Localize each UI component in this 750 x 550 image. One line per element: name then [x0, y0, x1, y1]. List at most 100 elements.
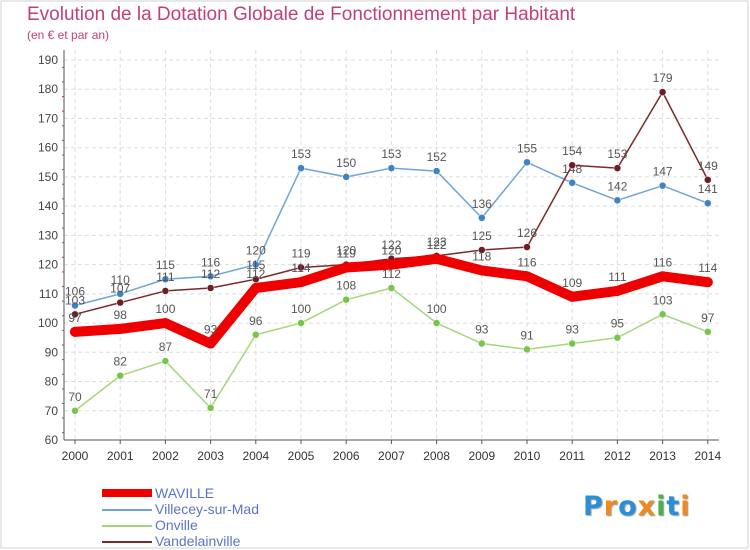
series-villecey-sur-mad: 1061101151161201531501531521361551481421… — [65, 141, 718, 310]
data-label: 70 — [68, 390, 82, 404]
data-label: 116 — [201, 255, 220, 269]
data-point — [478, 339, 486, 348]
data-point — [431, 253, 442, 264]
data-point — [252, 275, 260, 283]
data-point — [567, 291, 578, 302]
data-label: 116 — [653, 255, 672, 269]
data-point — [478, 246, 486, 254]
data-label: 153 — [291, 147, 311, 161]
data-label: 114 — [698, 261, 717, 275]
data-label: 106 — [65, 285, 85, 299]
data-point — [612, 285, 623, 296]
data-label: 109 — [562, 276, 582, 290]
data-point — [522, 271, 532, 282]
data-point — [704, 176, 712, 184]
legend-swatch-onville — [102, 525, 152, 527]
data-point — [115, 323, 126, 334]
data-label: 112 — [201, 267, 220, 281]
data-point — [658, 310, 667, 319]
legend-swatch-vandelainville — [102, 541, 152, 543]
logo-letter: P — [583, 491, 604, 522]
y-tick-label: 60 — [45, 433, 59, 447]
data-point — [568, 179, 576, 187]
data-label: 153 — [607, 147, 627, 161]
data-label: 125 — [472, 229, 492, 243]
legend-item-onville: Onville — [102, 517, 402, 533]
data-point — [432, 167, 441, 175]
x-tick-label: 2004 — [242, 449, 269, 463]
data-point — [387, 284, 396, 292]
data-label: 126 — [517, 226, 537, 240]
legend-swatch-villecey-sur-mad — [102, 509, 152, 511]
x-tick-label: 2009 — [468, 449, 495, 463]
data-point — [386, 259, 397, 270]
x-tick-label: 2014 — [694, 449, 721, 463]
data-label: 71 — [204, 387, 218, 401]
data-label: 123 — [427, 235, 447, 249]
data-point — [341, 262, 352, 273]
y-tick-label: 70 — [45, 404, 59, 418]
data-label: 115 — [246, 258, 265, 272]
data-point — [116, 371, 124, 380]
y-tick-label: 190 — [38, 53, 58, 67]
chart-title: Evolution de la Dotation Globale de Fonc… — [27, 4, 576, 25]
data-point — [161, 357, 170, 365]
data-label: 136 — [472, 197, 492, 211]
data-point — [657, 271, 668, 282]
data-point — [206, 284, 215, 292]
y-tick-label: 170 — [38, 111, 58, 125]
data-point — [613, 196, 622, 205]
data-point — [206, 404, 215, 412]
legend-item-vandelainville: Vandelainville — [102, 533, 402, 549]
y-tick-label: 180 — [38, 82, 58, 96]
logo-letter: i — [680, 491, 691, 522]
y-tick-label: 100 — [38, 316, 58, 330]
data-label: 141 — [698, 182, 718, 196]
data-point — [432, 319, 441, 327]
x-tick-label: 2011 — [559, 449, 585, 463]
series-onville: 70 82 87 71 96 100 108 112 100 93 91 93 95 103 97 — [68, 267, 715, 415]
data-point — [476, 265, 487, 276]
legend-item-waville: WAVILLE — [102, 485, 402, 501]
data-label: 122 — [381, 238, 401, 252]
data-point — [296, 277, 306, 288]
data-point — [70, 326, 80, 337]
data-point — [342, 295, 350, 304]
y-tick-label: 120 — [38, 258, 58, 272]
y-tick-label: 80 — [45, 375, 59, 389]
data-label: 91 — [520, 328, 534, 342]
y-tick-label: 130 — [38, 228, 58, 242]
legend: WAVILLE Villecey-sur-Mad Onville Vandela… — [102, 485, 402, 549]
data-label: 96 — [249, 314, 263, 328]
data-label: 93 — [475, 323, 489, 337]
data-point — [658, 88, 667, 96]
logo-letter: i — [656, 491, 667, 522]
data-label: 120 — [336, 244, 356, 258]
data-point — [702, 277, 713, 288]
data-point — [523, 158, 531, 167]
data-point — [252, 260, 260, 269]
data-point — [161, 287, 170, 295]
data-label: 100 — [291, 302, 311, 316]
data-label: 82 — [114, 355, 128, 369]
data-point — [297, 164, 305, 172]
legend-label-vandelainville: Vandelainville — [155, 533, 241, 549]
logo-letter: r — [603, 491, 619, 522]
data-label: 103 — [65, 293, 85, 307]
data-point — [704, 199, 712, 207]
x-tick-label: 2005 — [288, 449, 315, 463]
data-point — [658, 181, 667, 190]
x-tick-label: 2000 — [62, 449, 89, 463]
x-tick-label: 2013 — [649, 449, 676, 463]
data-point — [161, 275, 170, 283]
data-point — [71, 407, 79, 415]
y-tick-label: 160 — [38, 141, 58, 155]
x-tick-label: 2001 — [107, 449, 134, 463]
data-label: 110 — [111, 273, 130, 287]
data-label: 120 — [381, 244, 401, 258]
data-point — [116, 290, 124, 298]
data-label: 179 — [653, 71, 673, 85]
data-point — [71, 310, 79, 319]
data-label: 154 — [562, 144, 582, 158]
data-point — [116, 298, 124, 307]
